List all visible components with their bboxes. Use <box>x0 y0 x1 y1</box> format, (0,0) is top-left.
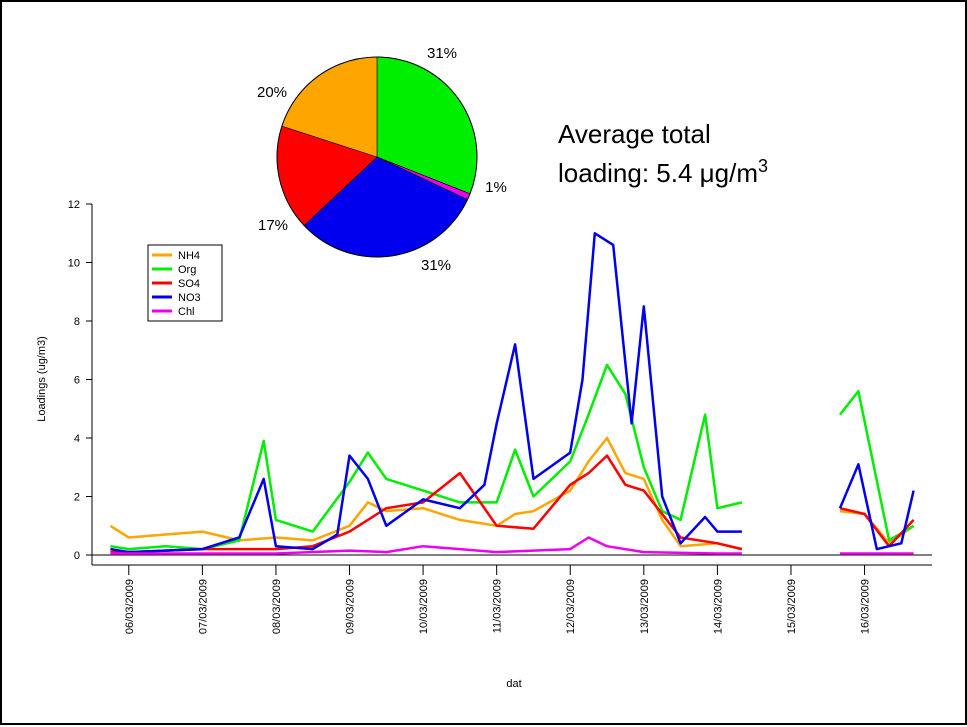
x-tick-label: 06/03/2009 <box>124 579 136 634</box>
x-tick-label: 10/03/2009 <box>418 579 430 634</box>
x-axis-label: dat <box>506 678 521 690</box>
y-axis-label: Loadings (ug/m3) <box>36 336 48 422</box>
x-tick-label: 16/03/2009 <box>860 579 872 634</box>
series-line-nh4 <box>109 436 915 551</box>
x-tick-label: 09/03/2009 <box>345 579 357 634</box>
legend-label: Org <box>178 264 196 276</box>
y-tick-label: 6 <box>74 375 80 387</box>
pie-slice-label: 20% <box>257 84 287 101</box>
annotation-line2: loading: 5.4 μg/m3 <box>558 156 768 188</box>
annotation-unit-superscript: 3 <box>758 156 768 176</box>
annotation-line1: Average total <box>558 119 711 149</box>
axes: 0 2 4 6 8 10 12 06/03/2009 07/03/2009 08/03/2009 0… <box>68 199 932 634</box>
legend-label: NO3 <box>178 292 201 304</box>
legend-label: SO4 <box>178 278 200 290</box>
pie-chart: 31% 1% 31% 17% 20% <box>257 45 507 274</box>
pie-slice-label: 31% <box>421 257 451 274</box>
y-tick-label: 4 <box>74 433 80 445</box>
annotation-unit-text: μg/m <box>700 158 758 188</box>
series-line-so4 <box>110 454 915 554</box>
series-line-org <box>110 363 915 551</box>
annotation-loading-text: loading: 5.4 <box>558 158 700 188</box>
legend-label: Chl <box>178 306 195 318</box>
series-lines <box>109 232 915 555</box>
x-tick-label: 15/03/2009 <box>786 579 798 634</box>
x-tick-label: 11/03/2009 <box>492 579 504 633</box>
x-tick-label: 07/03/2009 <box>197 579 209 634</box>
y-tick-label: 10 <box>68 258 80 270</box>
series-line-chl <box>110 536 914 555</box>
x-tick-label: 08/03/2009 <box>271 579 283 634</box>
x-tick-label: 13/03/2009 <box>639 579 651 634</box>
pie-slice-label: 31% <box>427 45 457 62</box>
legend-label: NH4 <box>178 250 200 262</box>
x-tick-label: 14/03/2009 <box>712 579 724 634</box>
legend: NH4 Org SO4 NO3 Chl <box>147 244 223 322</box>
y-tick-label: 8 <box>74 316 80 328</box>
y-tick-label: 2 <box>74 492 80 504</box>
x-tick-label: 12/03/2009 <box>565 579 577 634</box>
y-tick-label: 12 <box>68 199 80 211</box>
y-tick-label: 0 <box>74 550 80 562</box>
pie-slice-label: 17% <box>258 217 288 234</box>
series-line-no3 <box>110 232 915 554</box>
pie-slice-label: 1% <box>485 179 507 196</box>
pie-outline <box>276 56 478 258</box>
